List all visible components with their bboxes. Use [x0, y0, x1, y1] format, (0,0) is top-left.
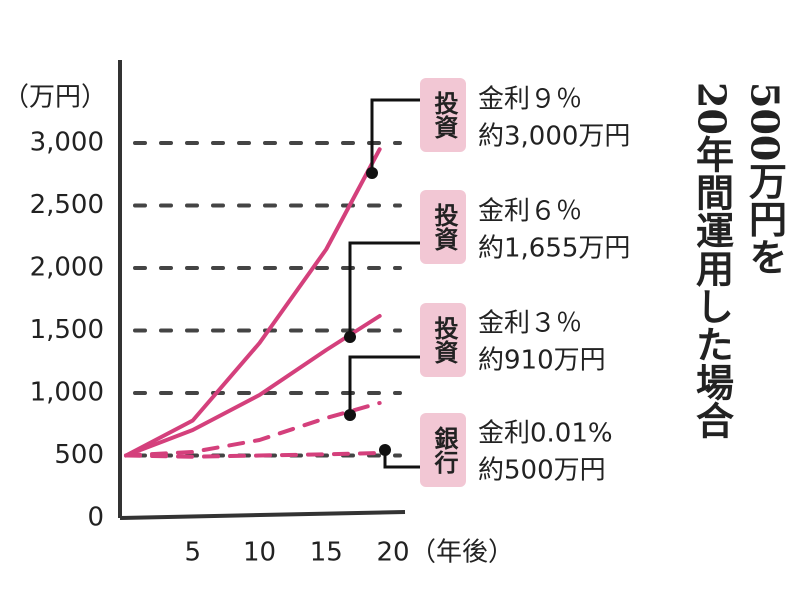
x-tick-label: 20	[376, 538, 409, 568]
tag-label: 投資	[430, 316, 458, 364]
callout-dot	[379, 444, 391, 456]
series-line	[124, 147, 382, 458]
x-axis	[119, 510, 406, 520]
y-tick-label: 0	[87, 503, 104, 533]
callout-dot	[344, 409, 356, 421]
tag-box	[420, 78, 466, 152]
series-line	[124, 401, 382, 458]
series-note: 約500万円	[478, 456, 606, 486]
tag-label: 投資	[430, 91, 458, 139]
callout-line	[348, 241, 420, 337]
callout-line	[370, 98, 420, 173]
x-unit: （年後）	[410, 538, 514, 568]
y-tick-label: 500	[54, 440, 104, 470]
callout-dot	[366, 167, 378, 179]
tag-box	[420, 413, 466, 487]
tag-box	[420, 303, 466, 377]
y-tick-label: 1,000	[30, 378, 104, 408]
series-note: 約1,655万円	[478, 234, 630, 264]
tag-label: 銀行	[430, 425, 459, 475]
y-tick-label: 2,000	[30, 253, 104, 283]
x-tick-label: 5	[184, 538, 201, 568]
series-line	[124, 451, 382, 459]
series-line	[124, 314, 382, 458]
y-tick-label: 1,500	[30, 315, 104, 345]
legend-label: 金利0.01%	[478, 419, 613, 449]
legend-label: 金利９％	[478, 85, 582, 115]
tag-label: 投資	[430, 203, 458, 251]
callout-line	[348, 355, 420, 415]
title-line: 500万円を	[743, 82, 788, 275]
legend-label: 金利３％	[478, 309, 582, 339]
series-note: 約910万円	[478, 346, 606, 376]
y-tick-label: 2,500	[30, 190, 104, 220]
y-unit: （万円）	[3, 83, 107, 113]
y-tick-label: 3,000	[30, 128, 104, 158]
callout-dot	[344, 331, 356, 343]
tag-box	[420, 190, 466, 264]
series-note: 約3,000万円	[478, 122, 630, 152]
legend-label: 金利６％	[478, 197, 582, 227]
x-tick-label: 15	[310, 538, 343, 568]
x-tick-label: 10	[243, 538, 276, 568]
title-line: 20年間運用した場合	[690, 82, 735, 439]
